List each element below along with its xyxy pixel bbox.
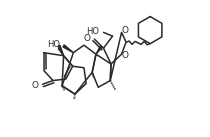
Polygon shape (58, 45, 64, 56)
Text: HO: HO (86, 27, 99, 36)
Text: O: O (121, 51, 128, 60)
Text: O: O (121, 26, 128, 35)
Text: O: O (83, 34, 90, 43)
Text: HO: HO (47, 40, 60, 49)
Text: O: O (32, 81, 39, 90)
Polygon shape (96, 46, 102, 54)
Polygon shape (58, 48, 64, 56)
Polygon shape (63, 45, 73, 53)
